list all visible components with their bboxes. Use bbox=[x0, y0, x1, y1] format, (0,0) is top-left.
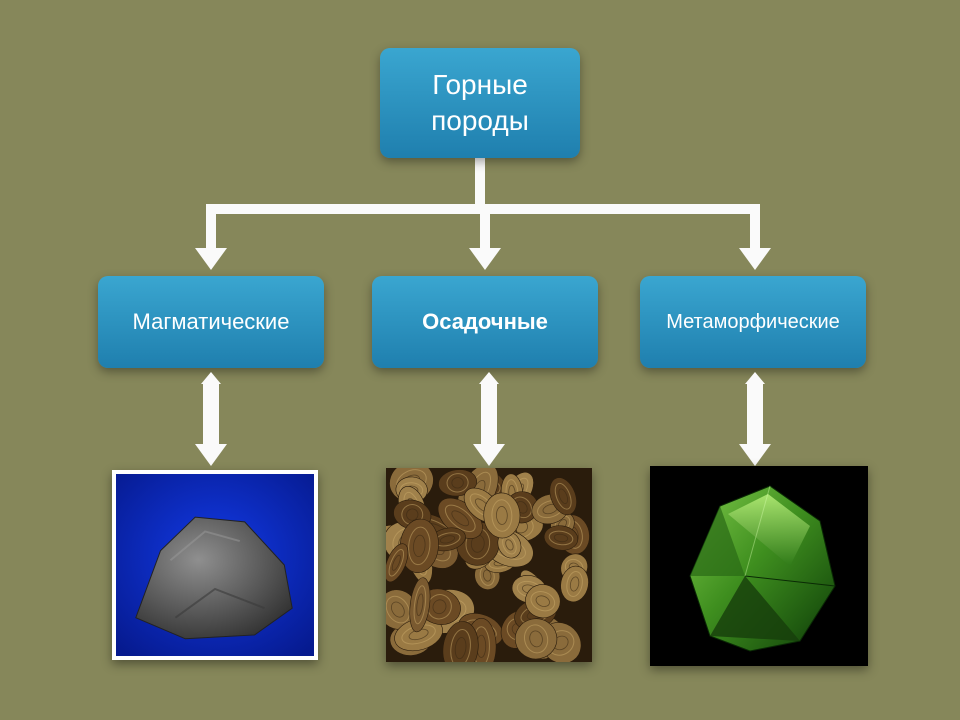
root-label-line2: породы bbox=[431, 105, 529, 136]
photo-metamorphic bbox=[650, 466, 868, 666]
child-label-igneous: Магматические bbox=[133, 308, 290, 337]
child-node-metamorphic: Метаморфические bbox=[640, 276, 866, 368]
root-node: Горные породы bbox=[380, 48, 580, 158]
connector-drop-1 bbox=[480, 204, 490, 248]
child-node-igneous: Магматические bbox=[98, 276, 324, 368]
photo-igneous bbox=[112, 470, 318, 660]
image-arrow-stem-metamorphic bbox=[747, 382, 763, 444]
diagram-stage: Горные породы Магматические Осадочные bbox=[0, 0, 960, 720]
connector-arrowhead-1 bbox=[469, 248, 501, 270]
connector-arrowhead-0 bbox=[195, 248, 227, 270]
image-arrow-stem-igneous bbox=[203, 382, 219, 444]
connector-drop-2 bbox=[750, 204, 760, 248]
image-arrow-head-metamorphic bbox=[739, 444, 771, 466]
connector-drop-0 bbox=[206, 204, 216, 248]
image-arrow-head-igneous bbox=[195, 444, 227, 466]
image-arrow-head-sedimentary bbox=[473, 444, 505, 466]
connector-arrowhead-2 bbox=[739, 248, 771, 270]
root-label-line1: Горные bbox=[432, 69, 528, 100]
child-label-sedimentary: Осадочные bbox=[422, 308, 548, 337]
child-label-metamorphic: Метаморфические bbox=[666, 309, 840, 335]
image-arrow-stem-sedimentary bbox=[481, 382, 497, 444]
photo-sedimentary bbox=[386, 468, 592, 662]
child-node-sedimentary: Осадочные bbox=[372, 276, 598, 368]
connector-trunk bbox=[475, 158, 485, 204]
